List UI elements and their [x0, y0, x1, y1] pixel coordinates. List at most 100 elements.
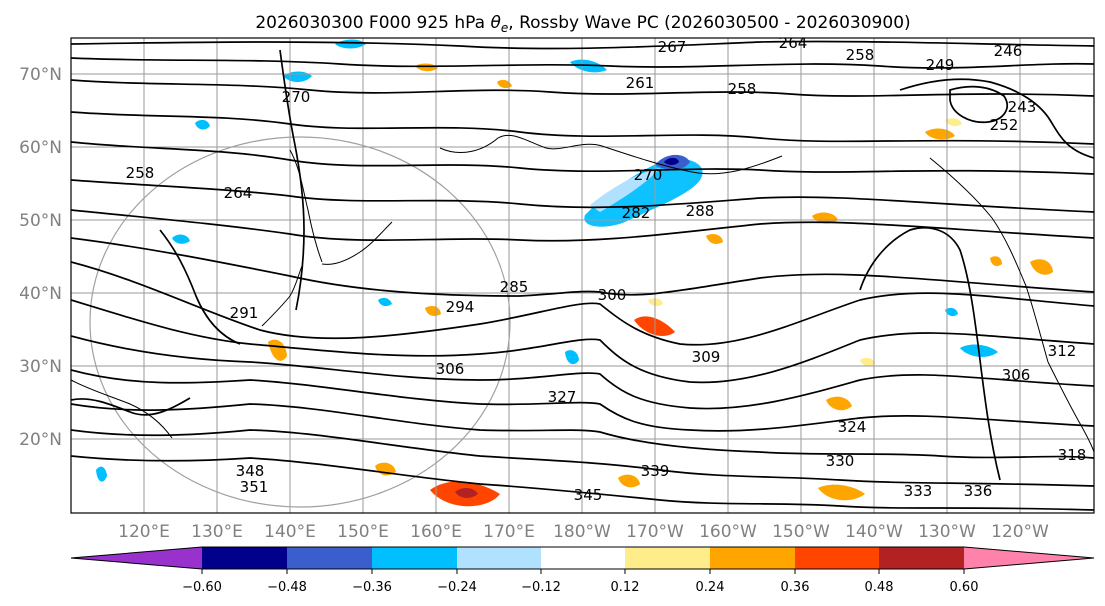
coastline-baja	[1047, 361, 1094, 453]
contour-label: 270	[282, 88, 311, 106]
shading-blob-yellow-south	[860, 357, 875, 367]
contour-line-sub-5	[71, 455, 1094, 511]
colorbar-segment-7	[710, 547, 795, 569]
colorbar-segment-2	[287, 547, 372, 569]
contour-line-mid-1	[71, 111, 1094, 145]
lat-label-30: 30°N	[19, 357, 62, 377]
graticule	[71, 38, 1094, 513]
shading-blob-orange-mid-3	[425, 306, 441, 316]
contour-line-mid-7	[71, 299, 1094, 384]
title-symbol: θ	[491, 13, 502, 33]
shading-blob-blue-arctic-4	[195, 119, 210, 130]
colorbar-tick-label: −0.36	[352, 580, 392, 595]
contour-line-arctic-2	[71, 57, 1094, 69]
colorbar-segment-8	[795, 547, 879, 569]
contour-line-kamchatka-ridge	[279, 49, 305, 311]
lon-label-160e: 160°E	[410, 522, 462, 542]
contour-line-sub-4	[71, 429, 1094, 487]
colorbar-segment-9	[879, 547, 964, 569]
contour-line-wave-east	[859, 226, 1001, 481]
contour-label: 336	[964, 482, 993, 500]
contour-line-low-northeast	[949, 85, 1008, 124]
contour-line-arctic-3	[71, 79, 1094, 97]
contour-label: 318	[1058, 446, 1087, 464]
colorbar-tick-labels: −0.60 −0.48 −0.36 −0.24 −0.12 0.12 0.24 …	[182, 580, 978, 595]
colorbar-segment-10	[964, 547, 1094, 569]
shading-blob-darkred-south	[455, 488, 478, 498]
colorbar-segment-4	[457, 547, 541, 569]
contour-label: 261	[626, 74, 655, 92]
lon-label-140w: 140°W	[845, 522, 903, 542]
lon-label-120w: 120°W	[991, 522, 1049, 542]
contour-label: 330	[826, 452, 855, 470]
shading-blob-blue-southwest	[96, 466, 107, 482]
longitude-axis: 120°E 130°E 140°E 150°E 160°E 170°E 180°…	[118, 522, 1049, 542]
contour-label: 291	[230, 304, 259, 322]
shading-blob-orange-east-3	[826, 396, 852, 411]
title-rest: , Rossby Wave PC (2026030500 - 202603090…	[508, 13, 910, 33]
colorbar-tick-label: −0.12	[521, 580, 561, 595]
colorbar-segment-5	[541, 547, 625, 569]
lon-label-180: 180°W	[553, 522, 611, 542]
shading-blob-blue-north-pacific	[584, 158, 703, 227]
title-main: 2026030300 F000 925 hPa	[255, 13, 490, 33]
contour-label: 282	[622, 204, 651, 222]
contour-label: 252	[990, 116, 1019, 134]
colorbar-tick-label: 0.24	[696, 580, 725, 595]
contour-label: 249	[926, 56, 955, 74]
contour-label: 243	[1008, 98, 1037, 116]
contour-label: 339	[641, 462, 670, 480]
shading-blob-orange-mid-4	[268, 339, 287, 361]
contour-layer	[71, 40, 1094, 511]
colorbar-segment-1	[202, 547, 287, 569]
contour-line-sub-2	[71, 369, 1094, 432]
coastline-alaska	[439, 134, 603, 154]
contour-line-west-cluster	[71, 397, 191, 416]
shading-blob-orange-south-2	[818, 484, 865, 501]
shading-blob-orange-mid-1	[812, 212, 838, 224]
contour-line-mid-4	[71, 209, 1094, 242]
contour-label: 312	[1048, 342, 1077, 360]
contour-label: 300	[598, 286, 627, 304]
contour-label: 264	[779, 34, 808, 52]
contour-label: 324	[838, 418, 867, 436]
colorbar-tick-label: −0.24	[437, 580, 477, 595]
contour-label: 267	[658, 38, 687, 56]
shading-blob-orange-mid-2	[706, 234, 723, 244]
figure-title: 2026030300 F000 925 hPa θe, Rossby Wave …	[255, 13, 910, 35]
coastline-aleutians	[601, 145, 783, 175]
colorbar-tick-label: −0.48	[267, 580, 307, 595]
coastline-japan	[261, 265, 303, 327]
contour-label: 285	[500, 278, 529, 296]
shading-blob-blue-east-2	[565, 350, 579, 365]
lat-label-20: 20°N	[19, 430, 62, 450]
shading-blob-orange-east-2	[990, 256, 1002, 266]
contour-label: 258	[728, 80, 757, 98]
lat-label-40: 40°N	[19, 284, 62, 304]
colorbar-segment-6	[625, 547, 710, 569]
contour-label: 258	[846, 46, 875, 64]
contour-line-mid-6	[71, 261, 1094, 346]
coastline-layer	[71, 134, 1094, 453]
colorbar-tick-label: 0.12	[611, 580, 640, 595]
contour-line-japan-wave	[159, 229, 241, 345]
contour-line-mid-3	[71, 179, 1094, 213]
contour-label-layer: 267 264 258 246 249 261 258 243 252 270 …	[126, 34, 1087, 504]
map-content: 267 264 258 246 249 261 258 243 252 270 …	[71, 34, 1094, 513]
shading-blob-lightblue-north-pacific	[590, 168, 660, 212]
shading-blob-navy-north-pacific	[664, 157, 679, 165]
contour-label: 348	[236, 462, 265, 480]
coastline-kurils	[321, 221, 393, 265]
shading-blob-blue-east-3	[945, 307, 958, 317]
contour-label: 288	[686, 202, 715, 220]
shading-blob-blue-mid-1	[172, 234, 190, 244]
coastline-china	[71, 379, 173, 439]
coastline-na-west	[929, 157, 1049, 363]
contour-line-wave-northeast	[899, 78, 1094, 159]
contour-label: 309	[692, 348, 721, 366]
highlight-circle	[89, 136, 511, 508]
lon-label-130w: 130°W	[918, 522, 976, 542]
lon-label-130e: 130°E	[191, 522, 243, 542]
colorbar-segment-0	[71, 547, 202, 569]
